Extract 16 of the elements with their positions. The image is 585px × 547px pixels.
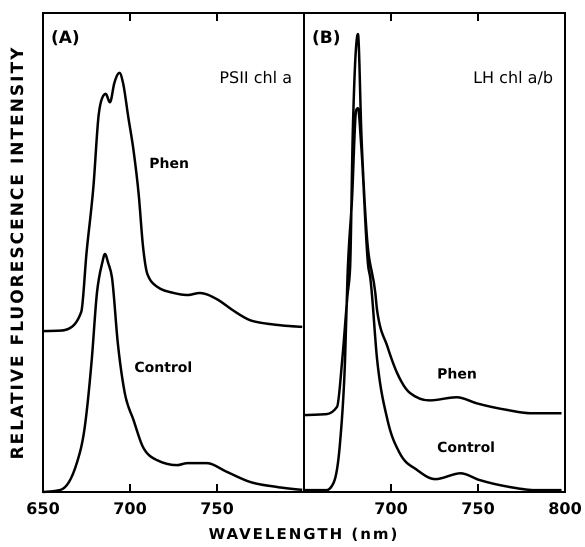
annotation: LH chl a/b (473, 68, 553, 87)
x-tick-label: 700 (113, 499, 147, 518)
x-tick-label: 750 (461, 499, 495, 518)
x-tick-label: 800 (548, 499, 582, 518)
series-label: Phen (149, 156, 189, 172)
x-axis-title: WAVELENGTH (nm) (208, 525, 400, 543)
series-label: Control (134, 360, 192, 376)
text: (A) (51, 28, 80, 48)
annotation: (B) (312, 28, 340, 48)
x-tick-label: 750 (200, 499, 234, 518)
x-tick-label: 650 (26, 499, 60, 518)
annotation: PSII chl a (219, 68, 292, 87)
y-axis-title: RELATIVE FLUORESCENCE INTENSITY (8, 46, 28, 460)
series-label: Phen (437, 366, 477, 382)
series-label: Control (437, 440, 495, 456)
x-tick-label: 700 (374, 499, 408, 518)
